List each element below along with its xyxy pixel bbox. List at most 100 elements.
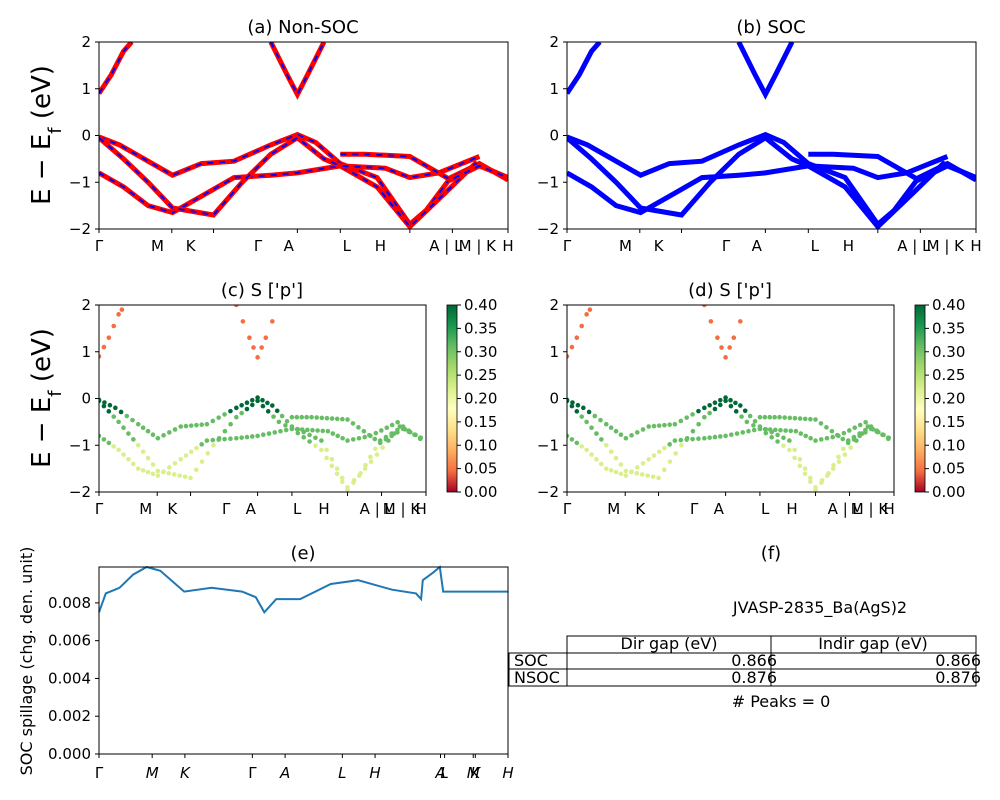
band-dot — [397, 424, 403, 429]
x-tick-label: H — [415, 500, 426, 518]
panel-e-ylabel: SOC spillage (chg. den. unit) — [17, 547, 36, 776]
band-dot — [307, 432, 312, 438]
band-dot — [178, 424, 184, 429]
band-dot — [594, 456, 599, 462]
panel-e: (e) SOC spillage (chg. den. unit) 0.000 0… — [17, 543, 514, 782]
band-dot — [567, 354, 570, 359]
band-dot — [313, 443, 318, 449]
band-dot — [696, 421, 701, 427]
band-dot — [613, 469, 619, 475]
band-dot — [640, 427, 646, 432]
band-dot — [350, 437, 356, 442]
table-cell-value: 0.876 — [935, 668, 981, 687]
band-dot — [848, 445, 853, 450]
band-dot — [672, 421, 678, 427]
band-dot — [373, 430, 379, 436]
band-dot — [270, 319, 275, 324]
band-dot — [135, 466, 141, 471]
band-dot — [728, 403, 734, 409]
band-dot — [788, 428, 794, 434]
x-tick-label: Γ — [563, 237, 572, 255]
colorbar-tick-label: 0.05 — [932, 460, 965, 478]
band-dot — [738, 319, 743, 324]
colorbar-tick-label: 0.10 — [464, 436, 497, 454]
panel-c-ylabel: E − Ef (eV) — [27, 328, 66, 468]
x-tick-label: K — [167, 500, 178, 518]
band-dot — [702, 305, 707, 308]
colorbar-tick-label: 0.00 — [464, 483, 497, 501]
y-tick-label: 2 — [549, 33, 559, 51]
x-tick-label: K — [470, 764, 481, 782]
band-dot — [113, 405, 118, 411]
x-tick-label: Γ — [254, 237, 263, 255]
band-dot — [851, 437, 857, 442]
band-dot — [592, 413, 598, 419]
colorbar-tick-label: 0.00 — [932, 483, 965, 501]
band-dot — [329, 463, 335, 469]
band-dot — [646, 456, 652, 462]
band-dot — [829, 428, 835, 434]
band-dot — [204, 421, 210, 427]
band-dot — [661, 467, 667, 473]
band-dot — [383, 437, 389, 442]
band-dot — [702, 414, 707, 420]
band-dot — [244, 406, 250, 412]
x-tick-label: K — [635, 500, 646, 518]
band-dot — [717, 397, 723, 403]
colorbar-tick-label: 0.35 — [932, 319, 965, 337]
band-dot — [696, 436, 701, 442]
panel-f: (f) JVASP-2835_Ba(AgS)2 Dir gap (eV) Ind… — [508, 543, 981, 711]
dots — [567, 305, 892, 492]
band-dot — [101, 344, 107, 350]
x-tick-label: A — [284, 237, 295, 255]
y-tick-label: 2 — [549, 296, 559, 314]
band-dot — [171, 472, 177, 477]
band-dot — [757, 414, 763, 420]
band-dot — [613, 455, 619, 461]
band-dot — [368, 454, 373, 460]
panel-a: (a) Non-SOC E − Ef (eV) −2 −1 0 1 2 Γ M K Γ A L H A … — [27, 17, 514, 255]
band-dot — [598, 417, 603, 423]
band-dot — [807, 479, 813, 485]
band-dot — [767, 414, 773, 420]
band-dot — [111, 323, 117, 329]
band-dot — [283, 423, 288, 428]
band-dot — [707, 410, 712, 416]
band-dot — [183, 423, 189, 429]
band-dot — [740, 430, 746, 435]
panel-c-frame — [98, 304, 427, 493]
x-tick-label: A — [246, 500, 257, 518]
band-dot — [124, 413, 130, 419]
band-dot — [781, 435, 786, 441]
band-dot — [118, 409, 124, 415]
band-dot — [762, 426, 768, 432]
band-dot — [417, 435, 423, 440]
band-dot — [340, 416, 345, 422]
band-dot — [234, 405, 239, 411]
x-tick-label: H — [318, 500, 329, 518]
x-tick-label: A — [279, 764, 290, 782]
band-dot — [239, 410, 244, 416]
band-dot — [368, 459, 374, 464]
band-dot — [679, 442, 684, 448]
band-line-5 — [340, 151, 508, 183]
band-dot — [667, 422, 672, 427]
band-dot — [265, 409, 271, 414]
colorbar-d: 0.00 0.05 0.10 0.15 0.20 0.25 0.30 0.35 0.40 — [914, 296, 965, 501]
band-dot — [101, 437, 107, 442]
band-dot — [222, 412, 227, 417]
band-dot — [261, 432, 266, 438]
y-tick-label: 0 — [549, 127, 559, 145]
band-dot — [161, 469, 166, 475]
x-tick-label: Γ — [563, 500, 572, 518]
band-dot — [204, 438, 210, 443]
x-tick-label: M — [467, 764, 480, 782]
band-dot — [193, 467, 199, 473]
band-dot — [587, 307, 593, 312]
colorbar-tick-label: 0.20 — [932, 390, 965, 408]
band-dot — [255, 395, 260, 400]
colorbar-gradient — [914, 304, 926, 493]
band-dot — [161, 433, 166, 438]
band-dot — [379, 428, 384, 433]
